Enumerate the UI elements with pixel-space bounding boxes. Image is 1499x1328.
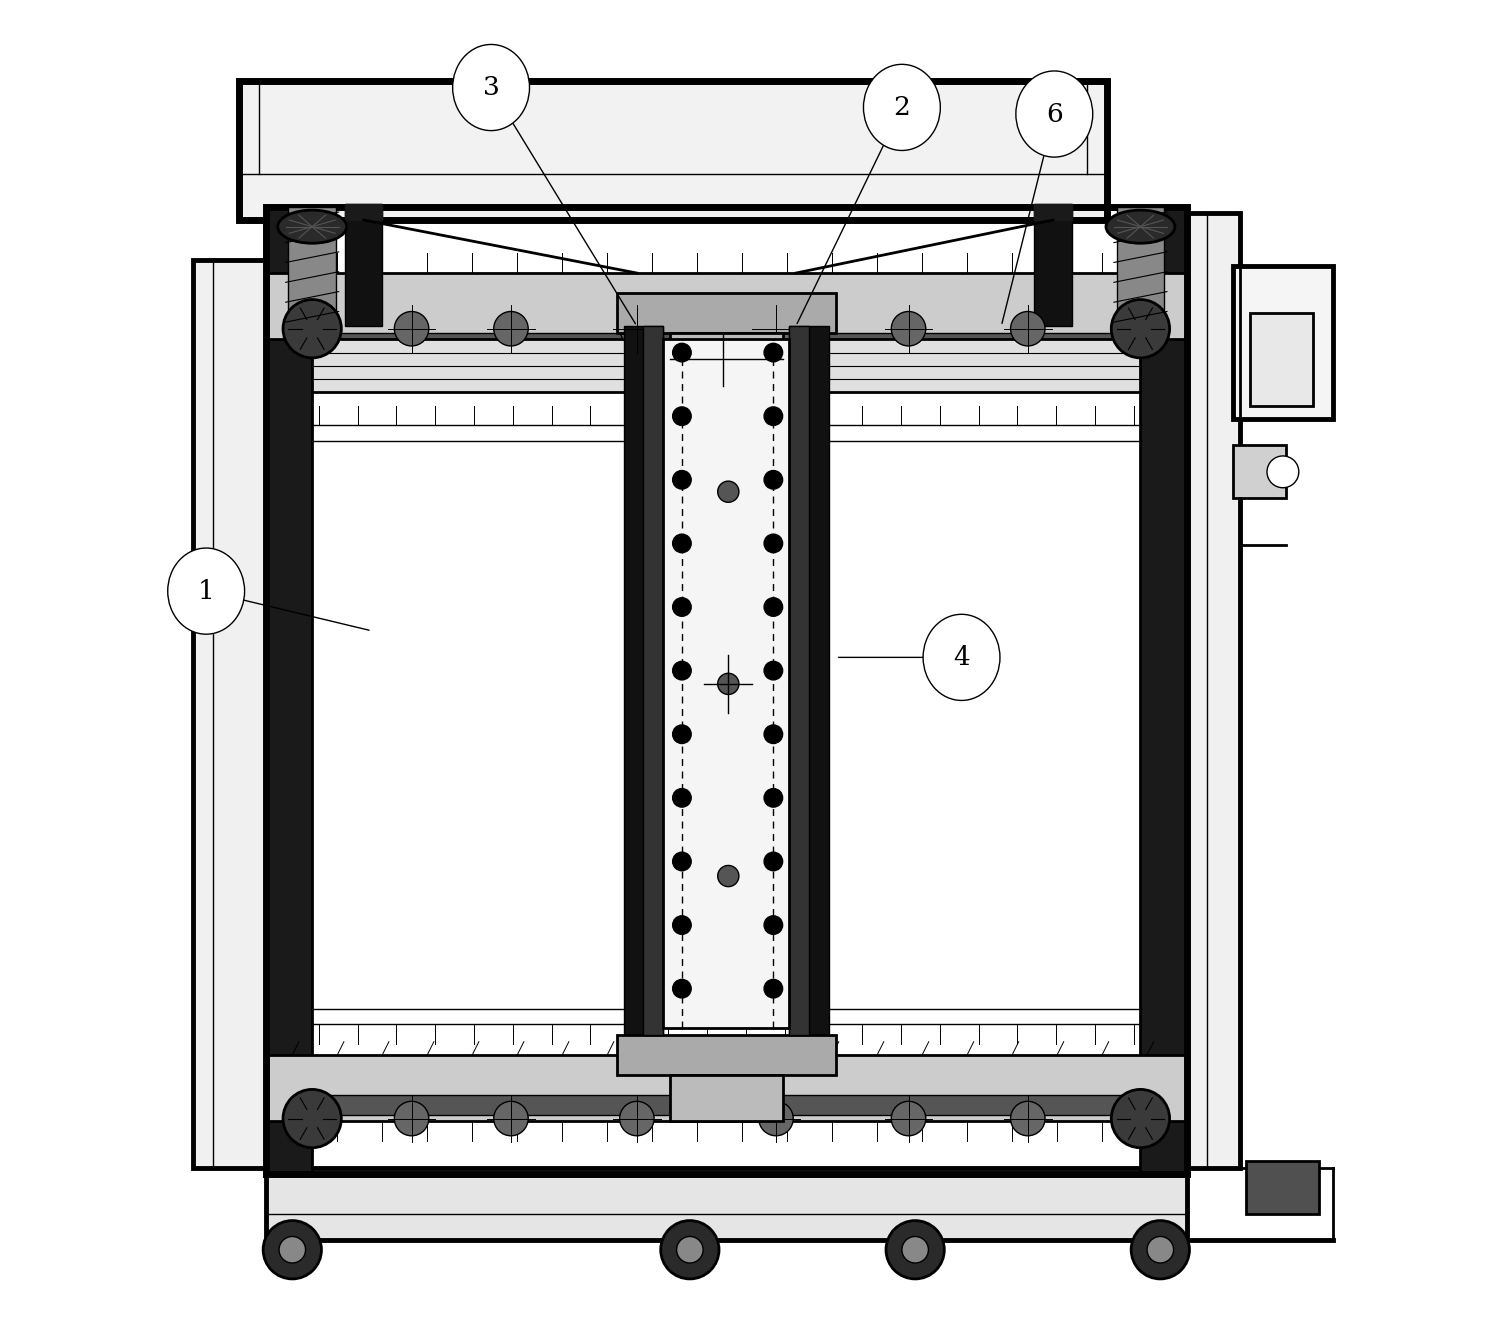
Circle shape [892,312,926,347]
Bar [624,327,664,1035]
Bar [1234,267,1333,418]
Bar [618,293,835,333]
Bar [618,1035,835,1074]
Circle shape [764,534,782,552]
Circle shape [892,1101,926,1135]
Circle shape [673,598,691,616]
Circle shape [1132,1220,1190,1279]
Circle shape [673,853,691,871]
Circle shape [764,980,782,997]
Text: 6: 6 [1046,101,1063,126]
Bar [288,207,336,327]
Circle shape [394,312,429,347]
Bar [643,327,664,1035]
Circle shape [673,470,691,489]
Bar [312,333,1141,352]
Bar [670,1074,782,1121]
Circle shape [718,866,739,887]
Circle shape [902,1236,928,1263]
Circle shape [673,916,691,935]
Circle shape [764,344,782,361]
Bar [265,274,1187,340]
Bar [670,333,782,385]
Circle shape [1010,312,1045,347]
Circle shape [619,312,654,347]
Ellipse shape [1016,70,1093,157]
Circle shape [619,1101,654,1135]
Ellipse shape [863,64,940,150]
Circle shape [279,1236,306,1263]
Bar [1034,205,1072,327]
Ellipse shape [168,548,244,635]
Bar [265,1167,1187,1240]
Circle shape [764,916,782,935]
Bar [312,1094,1141,1114]
Bar [240,81,1108,220]
Circle shape [673,789,691,807]
Bar [265,207,1187,1174]
Bar [1187,214,1240,1167]
Circle shape [764,661,782,680]
Text: 4: 4 [953,645,970,669]
Bar [345,205,382,327]
Bar [312,340,1141,392]
Bar [664,340,790,1028]
Ellipse shape [453,44,529,130]
Circle shape [764,598,782,616]
Bar [1117,207,1165,327]
Circle shape [673,661,691,680]
Text: 3: 3 [483,74,499,100]
Circle shape [394,1101,429,1135]
Text: 2: 2 [893,94,910,120]
Circle shape [1111,300,1169,357]
Bar [1247,1161,1319,1214]
Bar [790,327,809,1035]
Circle shape [673,344,691,361]
Circle shape [676,1236,703,1263]
Circle shape [1147,1236,1174,1263]
Text: 1: 1 [198,579,214,604]
Circle shape [764,789,782,807]
Bar [1250,313,1313,405]
Circle shape [673,534,691,552]
Ellipse shape [1106,210,1175,243]
Circle shape [764,853,782,871]
Circle shape [764,406,782,425]
Bar [193,260,265,1167]
Circle shape [758,312,793,347]
Circle shape [673,406,691,425]
Circle shape [283,300,342,357]
Bar [265,1054,1187,1121]
Bar [1141,207,1187,1174]
Ellipse shape [923,615,1000,700]
Circle shape [264,1220,321,1279]
Polygon shape [1034,205,1072,220]
Bar [1234,445,1286,498]
Circle shape [1111,1089,1169,1147]
Ellipse shape [277,210,346,243]
Circle shape [1010,1101,1045,1135]
Circle shape [764,725,782,744]
Circle shape [718,481,739,502]
Circle shape [673,725,691,744]
Bar [790,327,829,1035]
Circle shape [673,980,691,997]
Circle shape [493,1101,528,1135]
Circle shape [764,470,782,489]
Circle shape [886,1220,944,1279]
Circle shape [758,1101,793,1135]
Circle shape [283,1089,342,1147]
Bar [265,207,312,1174]
Circle shape [493,312,528,347]
Polygon shape [345,205,382,220]
Circle shape [718,673,739,695]
Circle shape [661,1220,720,1279]
Circle shape [1267,456,1298,487]
